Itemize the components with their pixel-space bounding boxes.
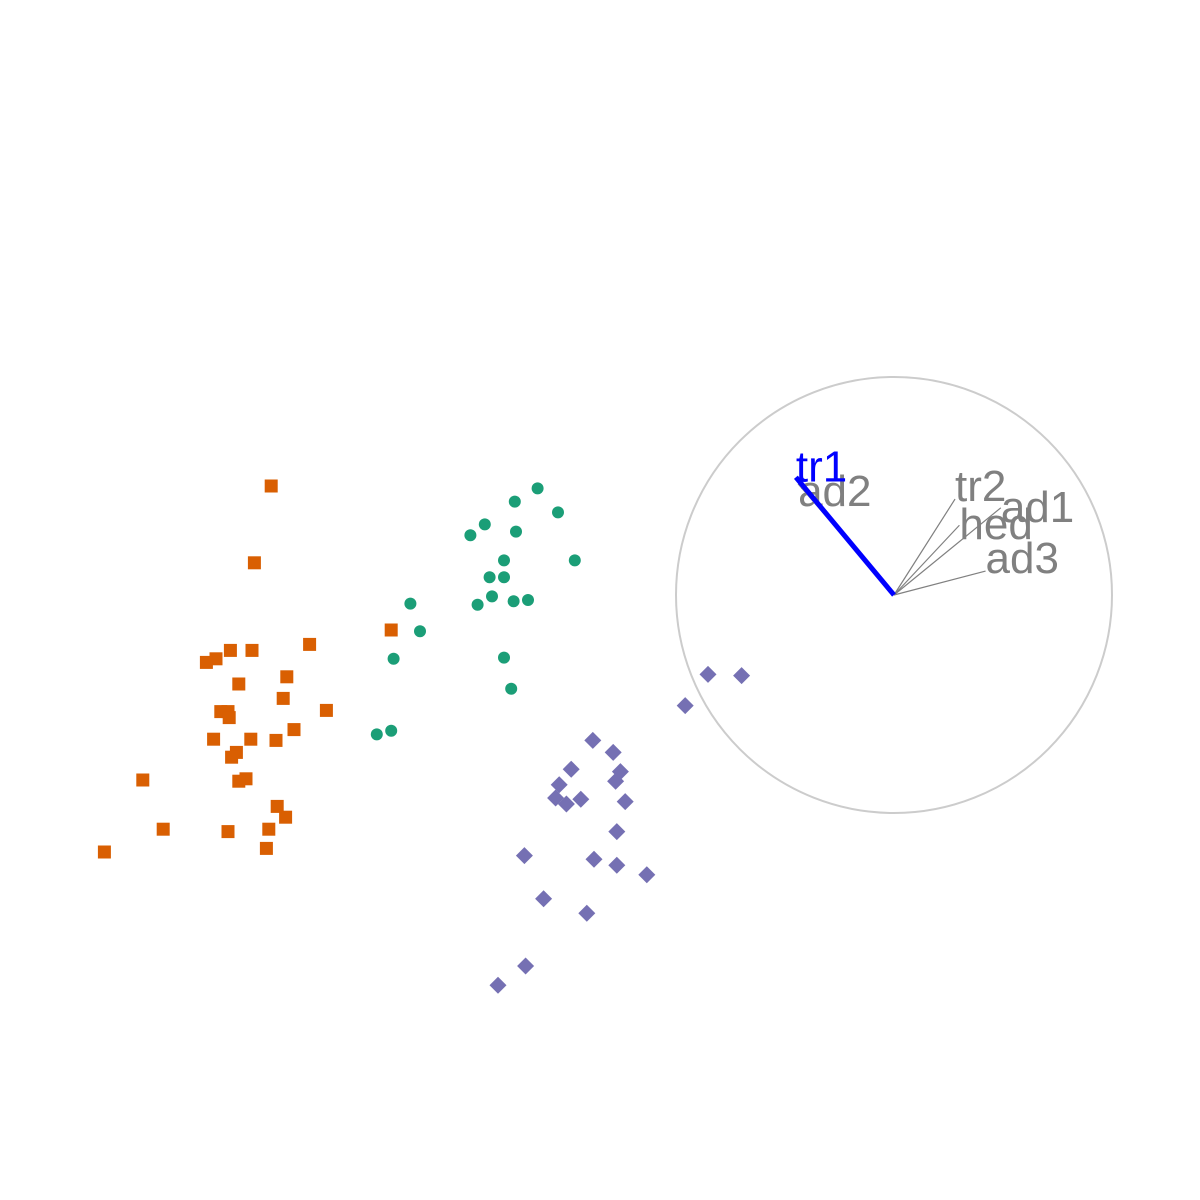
point-square-0-3 [223, 643, 237, 657]
point-square-0-17 [269, 733, 283, 747]
point-circle-1-13 [471, 598, 484, 611]
point-diamond-2-7 [607, 772, 625, 790]
point-circle-1-0 [531, 482, 544, 495]
point-circle-1-4 [464, 529, 477, 542]
point-diamond-2-16 [608, 856, 626, 874]
point-square-0-26 [221, 825, 235, 839]
point-circle-1-20 [370, 728, 383, 741]
point-diamond-2-19 [578, 904, 596, 922]
point-diamond-2-0 [699, 665, 717, 683]
point-diamond-2-14 [515, 847, 533, 865]
axis-label-tr2: tr2 [955, 462, 1006, 511]
point-diamond-2-18 [535, 890, 553, 908]
axis-line-ad3 [893, 570, 986, 596]
point-square-0-16 [244, 732, 258, 746]
axis-line-ad1 [893, 507, 1002, 596]
point-circle-1-17 [498, 651, 510, 664]
point-diamond-2-17 [638, 866, 656, 884]
point-square-0-15 [207, 732, 221, 746]
point-diamond-2-10 [572, 790, 590, 808]
point-square-0-6 [199, 655, 213, 669]
point-square-0-14 [287, 723, 301, 737]
point-circle-1-10 [486, 590, 498, 603]
point-diamond-2-5 [562, 760, 580, 778]
point-square-0-24 [279, 810, 293, 824]
unit-circle [675, 376, 1113, 814]
point-square-0-4 [245, 643, 259, 657]
point-circle-1-9 [498, 571, 510, 584]
axis-line-tr1 [793, 475, 896, 597]
point-diamond-2-3 [584, 731, 602, 749]
axis-line-hed [893, 524, 960, 596]
point-square-0-28 [259, 841, 273, 855]
point-square-0-8 [232, 677, 246, 691]
point-circle-1-7 [568, 554, 581, 567]
point-diamond-2-1 [733, 667, 751, 685]
point-square-0-10 [319, 703, 333, 717]
point-square-0-1 [247, 556, 261, 570]
axis-label-ad1: ad1 [1001, 483, 1074, 532]
point-square-0-23 [270, 799, 284, 813]
point-square-0-20 [136, 773, 150, 787]
point-square-0-27 [262, 822, 276, 836]
point-square-0-30 [384, 623, 398, 637]
point-diamond-2-4 [604, 743, 622, 761]
point-circle-1-15 [414, 625, 426, 638]
point-diamond-2-11 [557, 795, 575, 813]
axis-line-tr2 [893, 498, 956, 596]
projected-points [97, 479, 751, 994]
axis-label-tr1: tr1 [796, 442, 847, 491]
point-circle-1-2 [552, 506, 564, 519]
point-square-0-7 [280, 670, 294, 684]
point-circle-1-1 [508, 495, 521, 508]
point-circle-1-11 [507, 595, 520, 608]
point-diamond-2-8 [550, 776, 568, 794]
point-circle-1-3 [478, 518, 491, 531]
point-circle-1-12 [522, 594, 534, 606]
axis-label-ad3: ad3 [986, 534, 1059, 583]
point-circle-1-8 [483, 571, 496, 584]
point-circle-1-14 [404, 597, 417, 610]
point-circle-1-5 [510, 525, 522, 538]
point-circle-1-19 [385, 724, 398, 737]
axis-label-hed: hed [959, 500, 1032, 549]
point-diamond-2-21 [489, 976, 507, 994]
point-square-0-2 [303, 637, 317, 651]
point-diamond-2-13 [608, 823, 626, 841]
point-square-0-25 [156, 822, 170, 836]
point-square-0-22 [232, 774, 246, 788]
point-square-0-19 [225, 750, 239, 764]
point-diamond-2-2 [676, 697, 694, 715]
point-square-0-29 [97, 845, 111, 859]
point-diamond-2-12 [616, 793, 634, 811]
point-diamond-2-20 [517, 957, 535, 975]
point-circle-1-6 [498, 554, 510, 567]
point-circle-1-18 [505, 682, 518, 695]
point-circle-1-16 [387, 652, 400, 665]
point-diamond-2-15 [585, 850, 603, 868]
point-square-0-0 [264, 479, 278, 493]
point-square-0-9 [276, 691, 290, 705]
point-square-0-13 [222, 711, 236, 725]
